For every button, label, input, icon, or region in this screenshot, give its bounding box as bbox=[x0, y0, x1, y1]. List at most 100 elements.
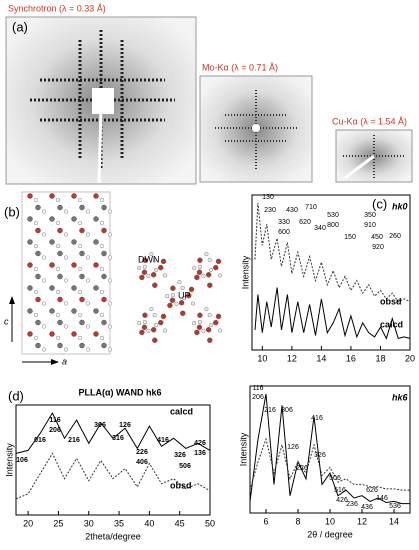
peak-label: 516 bbox=[334, 487, 346, 494]
atom bbox=[71, 331, 77, 337]
atom bbox=[93, 262, 99, 268]
atom bbox=[71, 308, 77, 314]
atom bbox=[107, 255, 112, 260]
atom bbox=[27, 331, 33, 337]
peak-label: 426 bbox=[194, 440, 206, 447]
x-axis-label: 2theta/degree bbox=[85, 531, 141, 541]
atom bbox=[85, 347, 90, 352]
panel-label: (c) bbox=[372, 196, 387, 211]
atom bbox=[169, 297, 176, 303]
atom bbox=[208, 323, 213, 328]
atom bbox=[160, 313, 167, 320]
series-name: calcd bbox=[170, 406, 193, 416]
atom bbox=[35, 273, 41, 280]
atom bbox=[35, 296, 41, 303]
atom bbox=[49, 331, 55, 337]
atom bbox=[57, 204, 63, 211]
peak-label: 136 bbox=[194, 450, 206, 457]
atom bbox=[35, 319, 41, 326]
peak-label: 216 bbox=[68, 437, 80, 444]
peak-label: 430 bbox=[286, 207, 298, 214]
atom bbox=[34, 336, 39, 341]
atom bbox=[27, 216, 33, 222]
atom bbox=[77, 243, 82, 248]
panel-label: (d) bbox=[8, 388, 24, 403]
atom bbox=[63, 255, 68, 260]
atom bbox=[180, 310, 186, 316]
atom bbox=[205, 327, 212, 333]
atom bbox=[79, 250, 85, 257]
atom bbox=[146, 328, 151, 333]
atom bbox=[139, 274, 145, 281]
atom bbox=[27, 308, 33, 314]
peak-label: 530 bbox=[327, 212, 339, 219]
atom bbox=[35, 227, 41, 234]
atom bbox=[215, 313, 222, 320]
chain-label: UP bbox=[178, 290, 191, 300]
x-tick-label: 25 bbox=[53, 518, 63, 528]
atom bbox=[196, 324, 203, 330]
atom bbox=[107, 278, 112, 283]
atom bbox=[101, 227, 107, 234]
peak-label: 340 bbox=[314, 225, 326, 232]
atom bbox=[170, 285, 176, 291]
atom bbox=[34, 243, 39, 248]
atom bbox=[42, 232, 47, 237]
atom bbox=[56, 336, 61, 341]
beam-stop bbox=[92, 88, 114, 114]
chain-label: DWN bbox=[138, 254, 160, 264]
atom bbox=[152, 258, 157, 263]
atom bbox=[85, 255, 90, 260]
atom bbox=[85, 232, 90, 237]
atom bbox=[85, 209, 90, 214]
peak-label: 326 bbox=[174, 452, 186, 459]
x-tick-label: 14 bbox=[316, 353, 326, 363]
atom bbox=[99, 290, 104, 295]
atom bbox=[99, 267, 104, 272]
atom bbox=[85, 301, 90, 306]
atom bbox=[139, 329, 145, 336]
atom bbox=[213, 264, 219, 271]
peak-label: 416 bbox=[157, 437, 169, 444]
peak-label: 426 bbox=[336, 497, 348, 504]
atom bbox=[107, 347, 112, 352]
atom bbox=[150, 327, 157, 333]
atom bbox=[93, 331, 99, 337]
atom bbox=[57, 250, 63, 257]
atom bbox=[34, 290, 39, 295]
atom bbox=[101, 296, 107, 303]
atom bbox=[63, 278, 68, 283]
x-tick-label: 10 bbox=[257, 353, 267, 363]
panel-label: (a) bbox=[12, 19, 28, 34]
peak-label: 130 bbox=[262, 194, 274, 201]
atom bbox=[208, 268, 213, 273]
atom bbox=[63, 324, 68, 329]
series-line bbox=[249, 393, 410, 505]
atom bbox=[71, 262, 77, 268]
chart-title: PLLA(α) WAND hk6 bbox=[78, 387, 161, 397]
x-axis-label: 2θ / degree bbox=[307, 529, 353, 539]
atom bbox=[101, 319, 107, 326]
atom bbox=[42, 324, 47, 329]
atom bbox=[101, 250, 107, 257]
atom bbox=[178, 300, 185, 306]
atom bbox=[107, 324, 112, 329]
molecular-structure bbox=[27, 193, 223, 352]
atom bbox=[49, 262, 55, 268]
atom bbox=[99, 243, 104, 248]
peak-label: 126 bbox=[119, 422, 131, 429]
atom bbox=[77, 336, 82, 341]
atom bbox=[213, 319, 219, 326]
atom bbox=[35, 342, 41, 349]
peak-label: 800 bbox=[327, 222, 339, 229]
atom bbox=[35, 204, 41, 211]
atom bbox=[141, 269, 148, 275]
peak-label: 226 bbox=[296, 465, 308, 472]
peak-label: 106 bbox=[16, 457, 28, 464]
atom bbox=[146, 273, 151, 278]
plot-frame bbox=[251, 194, 411, 351]
atom bbox=[142, 319, 147, 324]
atom bbox=[207, 282, 213, 288]
atom bbox=[101, 342, 107, 349]
atom bbox=[137, 321, 142, 326]
